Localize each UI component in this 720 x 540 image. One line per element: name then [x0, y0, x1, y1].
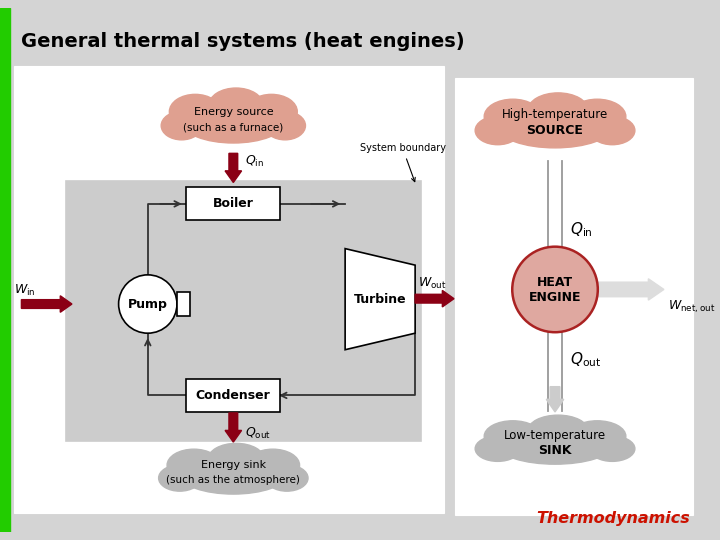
Text: Turbine: Turbine	[354, 293, 407, 306]
Ellipse shape	[485, 99, 541, 134]
Text: $\mathit{Q}_\mathregular{in}$: $\mathit{Q}_\mathregular{in}$	[570, 220, 593, 239]
Ellipse shape	[158, 465, 201, 491]
Circle shape	[119, 275, 177, 333]
Text: SINK: SINK	[539, 444, 572, 457]
Bar	[177, 292, 189, 316]
Text: $\mathit{W}_\mathregular{out}$: $\mathit{W}_\mathregular{out}$	[418, 275, 446, 291]
Circle shape	[512, 247, 598, 332]
Ellipse shape	[182, 102, 284, 143]
Ellipse shape	[246, 449, 300, 481]
Ellipse shape	[475, 116, 521, 145]
Text: Thermodynamics: Thermodynamics	[536, 511, 690, 526]
Ellipse shape	[569, 421, 626, 452]
Ellipse shape	[590, 436, 635, 461]
Ellipse shape	[485, 421, 541, 452]
Text: SOURCE: SOURCE	[526, 124, 583, 137]
Text: Boiler: Boiler	[212, 198, 253, 211]
Text: Energy source: Energy source	[194, 106, 273, 117]
FancyBboxPatch shape	[186, 187, 280, 220]
Text: (such as the atmosphere): (such as the atmosphere)	[166, 475, 300, 485]
Bar	[455, 78, 693, 515]
Text: Energy sink: Energy sink	[201, 461, 266, 470]
Ellipse shape	[208, 443, 264, 475]
Text: Pump: Pump	[128, 298, 168, 310]
Polygon shape	[345, 248, 415, 350]
Ellipse shape	[528, 415, 588, 446]
Ellipse shape	[528, 93, 588, 127]
Ellipse shape	[246, 94, 297, 129]
Ellipse shape	[181, 456, 286, 494]
Text: Low-temperature: Low-temperature	[504, 429, 606, 442]
Text: High-temperature: High-temperature	[502, 108, 608, 121]
Bar	[66, 180, 421, 441]
Ellipse shape	[167, 449, 220, 481]
Bar	[14, 66, 444, 513]
Ellipse shape	[498, 107, 611, 148]
Ellipse shape	[498, 428, 611, 464]
FancyArrow shape	[415, 291, 454, 307]
Ellipse shape	[266, 465, 308, 491]
FancyBboxPatch shape	[186, 379, 280, 412]
Text: HEAT: HEAT	[537, 276, 573, 289]
Ellipse shape	[209, 88, 264, 123]
Text: General thermal systems (heat engines): General thermal systems (heat engines)	[22, 32, 465, 51]
FancyArrow shape	[546, 387, 564, 412]
Ellipse shape	[569, 99, 626, 134]
Ellipse shape	[590, 116, 635, 145]
Ellipse shape	[161, 111, 202, 140]
Text: $\mathit{Q}_\mathregular{in}$: $\mathit{Q}_\mathregular{in}$	[245, 153, 264, 168]
Text: $\mathit{W}_\mathregular{net, out}$: $\mathit{W}_\mathregular{net, out}$	[667, 299, 715, 315]
Text: Condenser: Condenser	[195, 389, 270, 402]
Text: ENGINE: ENGINE	[528, 291, 581, 303]
FancyArrow shape	[225, 413, 242, 442]
FancyArrow shape	[225, 153, 242, 183]
Bar	[0, 8, 10, 532]
Text: (such as a furnace): (such as a furnace)	[183, 122, 284, 132]
Ellipse shape	[265, 111, 305, 140]
Text: System boundary: System boundary	[360, 144, 446, 181]
FancyArrow shape	[22, 296, 72, 312]
Text: $\mathit{Q}_\mathregular{out}$: $\mathit{Q}_\mathregular{out}$	[570, 350, 601, 369]
Ellipse shape	[169, 94, 221, 129]
Text: $\mathit{Q}_\mathregular{out}$: $\mathit{Q}_\mathregular{out}$	[245, 426, 271, 441]
Text: $\mathit{W}_\mathregular{in}$: $\mathit{W}_\mathregular{in}$	[14, 283, 35, 298]
Ellipse shape	[475, 436, 521, 461]
FancyArrow shape	[598, 279, 664, 300]
